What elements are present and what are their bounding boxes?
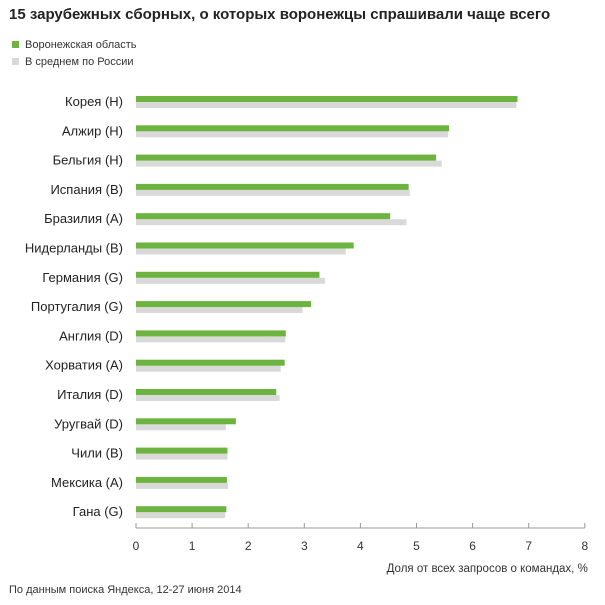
category-label: Испания (B): [50, 182, 123, 197]
category-label: Чили (B): [71, 446, 123, 461]
legend-swatch-voronezh: [12, 41, 19, 48]
x-tick-label: 7: [525, 539, 532, 553]
chart-title: 15 зарубежных сборных, о которых воронеж…: [9, 6, 551, 23]
bar-russia: [136, 307, 303, 314]
x-tick-label: 2: [245, 539, 252, 553]
category-label: Уругвай (D): [54, 416, 123, 431]
category-label: Корея (H): [65, 94, 123, 109]
bar-voronezh: [136, 389, 277, 395]
legend-swatch-russia: [12, 58, 19, 65]
bar-voronezh: [136, 96, 518, 102]
bar-russia: [136, 424, 226, 431]
bar-russia: [136, 395, 280, 401]
x-tick-label: 4: [357, 539, 364, 553]
legend-label-russia: В среднем по России: [25, 55, 134, 68]
bar-russia: [136, 160, 442, 167]
bar-voronezh: [136, 213, 391, 220]
bar-voronezh: [136, 125, 450, 132]
x-tick-label: 0: [133, 539, 140, 553]
category-label: Португалия (G): [31, 299, 123, 314]
legend-label-voronezh: Воронежская область: [25, 38, 137, 51]
bar-russia: [136, 365, 281, 372]
bar-voronezh: [136, 330, 286, 337]
bar-voronezh: [136, 271, 320, 278]
bar-russia: [136, 219, 407, 226]
x-tick-label: 8: [581, 539, 588, 553]
x-tick-label: 3: [301, 539, 308, 553]
bar-voronezh: [136, 476, 227, 483]
bar-voronezh: [136, 359, 285, 366]
category-label: Бельгия (H): [53, 153, 123, 168]
category-label: Хорватия (A): [45, 358, 123, 373]
x-tick-label: 5: [413, 539, 420, 553]
source-note: По данным поиска Яндекса, 12-27 июня 201…: [9, 584, 242, 596]
category-label: Бразилия (A): [44, 211, 123, 226]
bar-voronezh: [136, 183, 409, 190]
bar-russia: [136, 102, 517, 108]
x-tick-label: 6: [469, 539, 476, 553]
bar-russia: [136, 453, 228, 460]
category-label: Алжир (H): [62, 123, 123, 138]
category-label: Мексика (A): [51, 475, 123, 490]
bar-russia: [136, 512, 226, 519]
bar-russia: [136, 189, 410, 196]
category-label: Нидерланды (B): [25, 241, 123, 256]
legend: Воронежская область В среднем по России: [12, 36, 137, 70]
bar-voronezh: [136, 447, 228, 454]
bar-voronezh: [136, 242, 354, 249]
bar-russia: [136, 482, 229, 489]
category-label: Англия (D): [59, 328, 123, 343]
legend-item-voronezh: Воронежская область: [12, 36, 137, 53]
category-label: Германия (G): [42, 270, 123, 285]
bar-russia: [136, 131, 448, 138]
bar-voronezh: [136, 418, 236, 425]
bar-russia: [136, 336, 286, 343]
bar-voronezh: [136, 301, 312, 308]
bar-russia: [136, 277, 326, 284]
legend-item-russia: В среднем по России: [12, 53, 137, 70]
x-axis-label: Доля от всех запросов о командах, %: [387, 563, 588, 575]
bar-voronezh: [136, 506, 227, 513]
category-label: Гана (G): [73, 504, 123, 519]
x-tick-label: 1: [189, 539, 196, 553]
bar-voronezh: [136, 154, 437, 161]
category-label: Италия (D): [57, 387, 123, 402]
bar-russia: [136, 248, 346, 255]
